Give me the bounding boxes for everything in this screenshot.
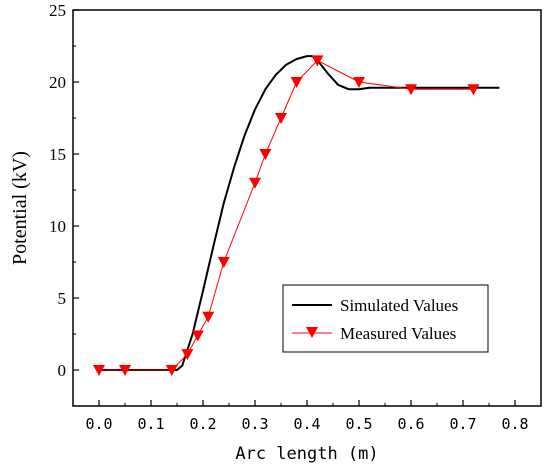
measured-point: [165, 365, 178, 376]
legend-box: [282, 284, 489, 353]
measured-point: [311, 55, 324, 67]
y-tick-label: 10: [49, 217, 66, 236]
y-tick-label: 25: [49, 1, 66, 20]
y-tick-label: 20: [49, 73, 66, 92]
y-axis: 0 5 10 15 20 25: [49, 1, 79, 380]
x-tick-label: 0.2: [189, 415, 216, 433]
measured-point: [191, 330, 204, 342]
measured-point: [259, 149, 272, 160]
series-simulated-line: [99, 55, 500, 371]
measured-point: [181, 349, 194, 361]
measured-point: [405, 84, 417, 96]
legend-marker-measured: [306, 327, 318, 338]
x-tick-label: 0.4: [293, 415, 320, 433]
measured-point: [275, 113, 287, 124]
x-tick-label: 0.5: [345, 415, 372, 433]
series-layer: [93, 55, 500, 376]
measured-point: [249, 177, 261, 189]
measured-point: [353, 77, 365, 88]
x-tick-label: 0.6: [397, 415, 424, 433]
x-tick-label: 0.7: [449, 415, 476, 433]
x-tick-label: 0.3: [241, 415, 268, 433]
measured-point: [217, 257, 230, 268]
measured-point: [290, 77, 303, 88]
legend-label-measured: Measured Values: [340, 324, 456, 343]
measured-point: [119, 365, 131, 376]
x-axis: 0.0 0.1 0.2 0.3 0.4 0.5 0.6 0.7 0.8: [85, 400, 529, 433]
y-axis-title: Potential (kV): [9, 151, 31, 265]
measured-point: [202, 311, 215, 323]
y-tick-label: 15: [49, 145, 66, 164]
x-axis-title: Arc length (m): [235, 444, 378, 464]
measured-point: [93, 365, 105, 376]
legend-label-simulated: Simulated Values: [340, 296, 458, 315]
y-tick-label: 5: [58, 289, 67, 308]
x-tick-label: 0.1: [137, 415, 164, 433]
legend: Simulated Values Measured Values: [282, 284, 489, 353]
measured-point: [467, 84, 480, 96]
x-tick-label: 0.0: [85, 415, 112, 433]
y-tick-label: 0: [58, 361, 67, 380]
x-tick-label: 0.8: [501, 415, 528, 433]
